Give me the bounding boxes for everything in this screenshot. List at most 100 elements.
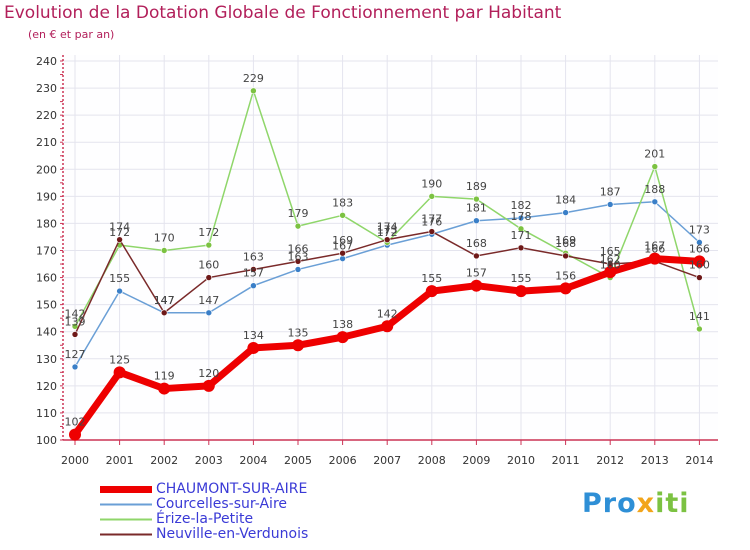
data-point: [339, 249, 346, 257]
data-label: 160: [198, 259, 219, 272]
data-label: 157: [243, 267, 264, 280]
data-label: 102: [65, 416, 86, 429]
data-label: 173: [377, 223, 398, 236]
data-point: [160, 309, 168, 317]
data-label: 139: [65, 315, 86, 328]
legend-label: Courcelles-sur-Aire: [156, 496, 288, 512]
y-tick-label: 180: [36, 217, 57, 230]
data-label: 167: [644, 240, 665, 253]
data-point: [428, 193, 436, 200]
data-label: 141: [689, 310, 710, 323]
data-point: [294, 266, 302, 273]
y-tick-label: 200: [36, 163, 57, 176]
data-point: [69, 428, 81, 441]
x-tick-label: 2002: [150, 454, 178, 467]
logo-part-3: iti: [655, 488, 690, 519]
data-label: 147: [198, 294, 219, 307]
y-tick-label: 160: [36, 272, 57, 285]
logo-part-1: Pro: [582, 488, 637, 519]
data-point: [336, 331, 349, 344]
x-tick-label: 2013: [641, 454, 669, 467]
data-label: 119: [154, 370, 175, 383]
data-point: [113, 366, 126, 379]
data-label: 156: [555, 269, 576, 282]
data-label: 173: [689, 223, 710, 236]
data-point: [696, 274, 703, 281]
data-point: [116, 287, 123, 295]
data-point: [294, 222, 302, 230]
data-point: [517, 225, 525, 233]
legend-item-erize: Érize-la-Petite: [100, 512, 308, 527]
data-label: 174: [377, 221, 398, 234]
data-label: 135: [288, 326, 309, 339]
legend-item-courcelles: Courcelles-sur-Aire: [100, 497, 308, 512]
data-point: [205, 274, 213, 281]
x-tick-label: 2012: [596, 454, 624, 467]
legend-label: Neuville-en-Verdunois: [156, 526, 309, 542]
y-tick-label: 120: [36, 380, 57, 393]
data-label: 174: [109, 221, 130, 234]
data-point: [470, 279, 483, 292]
data-label: 171: [511, 229, 532, 242]
data-label: 172: [198, 226, 219, 239]
data-label: 138: [332, 318, 353, 331]
data-point: [517, 244, 525, 252]
chart-subtitle: (en € et par an): [28, 28, 115, 41]
data-point: [339, 255, 346, 262]
data-point: [648, 252, 661, 265]
legend-swatch-erize: [100, 518, 152, 521]
data-label: 184: [555, 194, 576, 207]
data-point: [292, 339, 304, 352]
data-label: 183: [332, 196, 353, 209]
x-tick-label: 2010: [507, 454, 535, 467]
data-label: 165: [600, 245, 621, 258]
data-label: 157: [466, 267, 487, 280]
data-label: 166: [644, 242, 665, 255]
data-label: 168: [466, 237, 487, 250]
data-point: [250, 282, 257, 289]
data-label: 181: [466, 202, 487, 215]
data-point: [71, 363, 79, 371]
data-label: 182: [511, 199, 532, 212]
data-label: 166: [288, 242, 309, 255]
data-label: 160: [689, 259, 710, 272]
x-tick-label: 2014: [685, 454, 713, 467]
data-label: 162: [600, 253, 621, 266]
data-label: 155: [511, 272, 532, 285]
data-label: 167: [332, 240, 353, 253]
x-tick-label: 2007: [373, 454, 401, 467]
data-label: 163: [243, 250, 264, 263]
y-tick-label: 240: [36, 55, 57, 68]
y-tick-label: 150: [36, 299, 57, 312]
data-label: 142: [377, 307, 398, 320]
y-tick-label: 130: [36, 353, 57, 366]
y-tick-label: 100: [36, 434, 57, 447]
data-point: [651, 163, 659, 170]
data-point: [559, 282, 572, 295]
data-label: 127: [65, 348, 86, 361]
data-point: [339, 212, 346, 219]
data-point: [202, 379, 215, 392]
logo-part-2: x: [636, 488, 656, 519]
data-point: [473, 195, 480, 203]
data-label: 190: [421, 177, 442, 190]
data-label: 147: [154, 294, 175, 307]
legend-item-neuville: Neuville-en-Verdunois: [100, 527, 308, 542]
data-label: 189: [466, 180, 487, 193]
data-point: [604, 266, 617, 279]
legend-item-chaumont: CHAUMONT-SUR-AIRE: [100, 482, 308, 497]
data-label: 168: [555, 237, 576, 250]
plot-area: [63, 55, 718, 440]
x-tick-label: 2005: [284, 454, 312, 467]
data-point: [562, 252, 569, 260]
data-point: [205, 309, 213, 317]
data-label: 163: [288, 250, 309, 263]
y-tick-label: 140: [36, 326, 57, 339]
legend-swatch-neuville: [100, 533, 152, 536]
data-point: [294, 258, 302, 265]
data-label: 160: [600, 259, 621, 272]
data-point: [247, 341, 260, 354]
x-tick-label: 2003: [195, 454, 223, 467]
